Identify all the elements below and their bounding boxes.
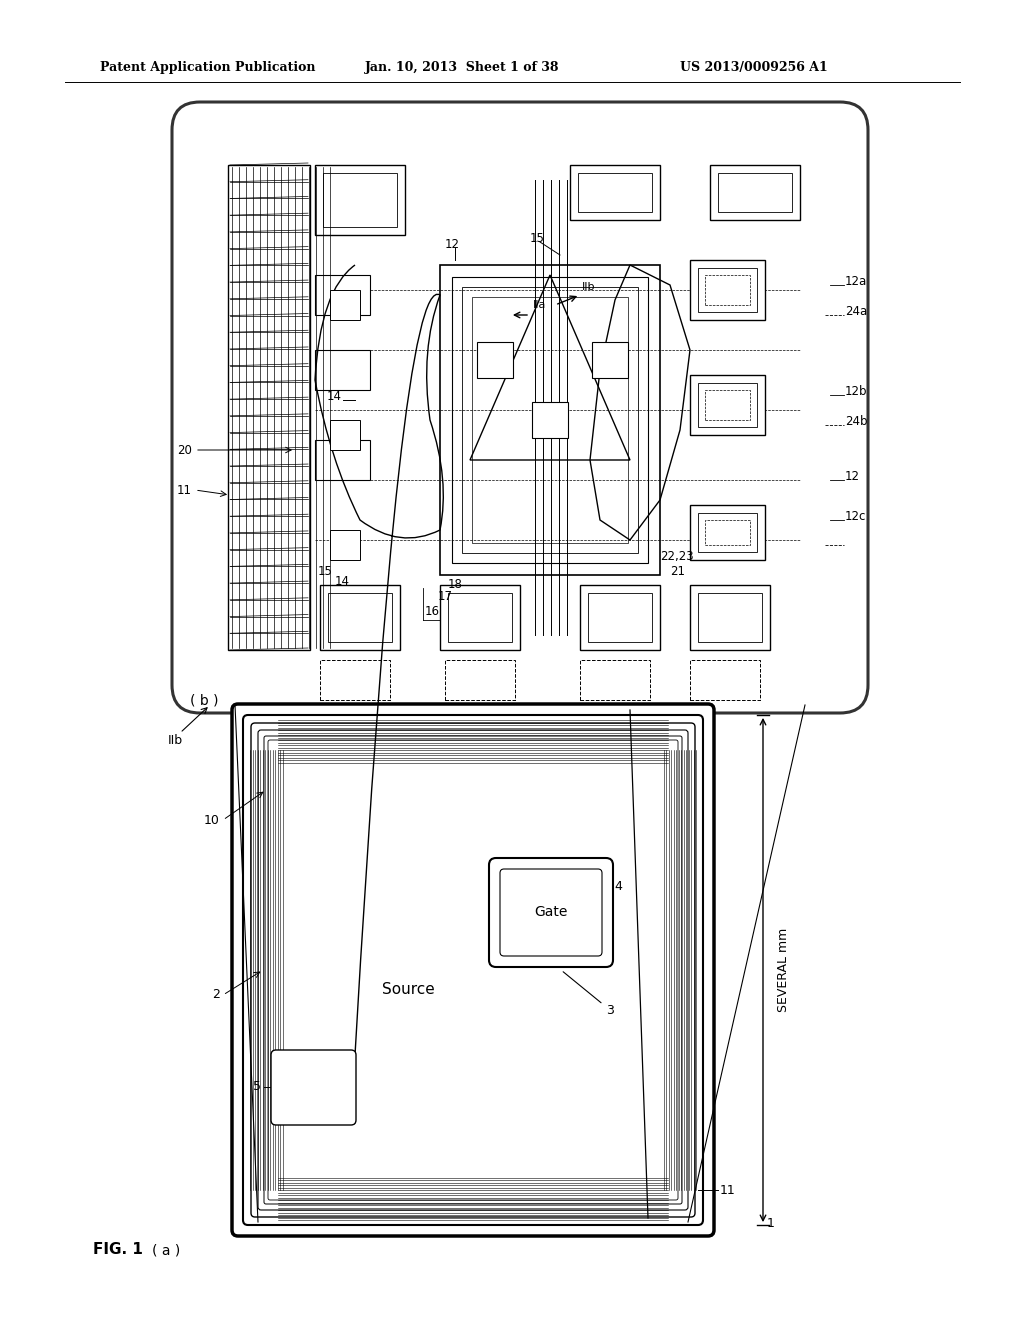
Text: IIb: IIb — [582, 282, 596, 292]
Text: 12b: 12b — [845, 385, 867, 399]
Text: IIb: IIb — [168, 734, 182, 747]
Text: 11: 11 — [177, 483, 193, 496]
Bar — [440, 585, 520, 649]
Text: 12: 12 — [445, 238, 460, 251]
Bar — [330, 290, 360, 319]
Text: IIa: IIa — [534, 300, 547, 310]
Bar — [319, 585, 400, 649]
Text: US 2013/0009256 A1: US 2013/0009256 A1 — [680, 62, 827, 74]
Bar — [705, 275, 750, 305]
Text: Patent Application Publication: Patent Application Publication — [100, 62, 315, 74]
Bar — [532, 403, 568, 438]
Bar — [690, 585, 770, 649]
Bar — [328, 593, 392, 642]
FancyBboxPatch shape — [500, 869, 602, 956]
Bar — [315, 440, 370, 480]
Bar — [705, 389, 750, 420]
Text: 16: 16 — [425, 605, 440, 618]
Bar — [477, 342, 513, 378]
Text: ( a ): ( a ) — [152, 1243, 180, 1257]
Text: 12c: 12c — [845, 510, 866, 523]
Bar — [690, 260, 765, 319]
Bar — [698, 593, 762, 642]
Text: Jan. 10, 2013  Sheet 1 of 38: Jan. 10, 2013 Sheet 1 of 38 — [365, 62, 559, 74]
Text: 1: 1 — [767, 1217, 775, 1230]
Bar — [578, 173, 652, 213]
Text: 20: 20 — [177, 444, 193, 457]
Bar — [588, 593, 652, 642]
Bar — [690, 375, 765, 436]
Text: 3: 3 — [563, 972, 613, 1016]
Text: 24b: 24b — [845, 414, 867, 428]
Text: Source: Source — [382, 982, 434, 998]
Text: 2: 2 — [212, 989, 220, 1002]
Text: 10: 10 — [204, 813, 220, 826]
Bar — [449, 593, 512, 642]
Bar — [315, 165, 406, 235]
Bar — [698, 513, 757, 552]
Text: SEVERAL mm: SEVERAL mm — [777, 928, 790, 1012]
Text: 17: 17 — [438, 590, 453, 603]
Bar — [580, 585, 660, 649]
Bar — [330, 420, 360, 450]
Bar — [462, 286, 638, 553]
Text: 5: 5 — [253, 1081, 261, 1093]
Bar — [710, 165, 800, 220]
FancyBboxPatch shape — [489, 858, 613, 968]
Bar — [472, 297, 628, 543]
FancyBboxPatch shape — [172, 102, 868, 713]
Bar — [718, 173, 792, 213]
Text: 12: 12 — [845, 470, 860, 483]
Text: 24a: 24a — [845, 305, 867, 318]
Text: 11: 11 — [720, 1184, 736, 1196]
Bar — [445, 660, 515, 700]
Bar — [228, 165, 310, 649]
Text: 18: 18 — [449, 578, 463, 591]
Bar — [690, 506, 765, 560]
Text: 4: 4 — [614, 880, 622, 894]
Bar — [592, 342, 628, 378]
Text: 15: 15 — [318, 565, 333, 578]
Text: ( b ): ( b ) — [190, 693, 218, 708]
Bar — [315, 275, 370, 315]
Bar — [319, 660, 390, 700]
FancyBboxPatch shape — [232, 704, 714, 1236]
Text: 21: 21 — [670, 565, 685, 578]
Text: 15: 15 — [530, 232, 545, 246]
Bar — [323, 173, 397, 227]
Bar — [330, 531, 360, 560]
Bar — [452, 277, 648, 564]
Bar — [570, 165, 660, 220]
Bar — [315, 350, 370, 389]
Bar — [690, 660, 760, 700]
FancyBboxPatch shape — [271, 1049, 356, 1125]
Bar — [698, 383, 757, 426]
Text: 22,23: 22,23 — [660, 550, 693, 564]
Bar — [580, 660, 650, 700]
Text: 12a: 12a — [845, 275, 867, 288]
Bar — [705, 520, 750, 545]
Bar — [440, 265, 660, 576]
Text: 12: 12 — [330, 440, 345, 453]
Text: 14: 14 — [335, 576, 350, 587]
Text: Gate: Gate — [535, 906, 567, 919]
Text: 14: 14 — [327, 389, 342, 403]
Text: FIG. 1: FIG. 1 — [93, 1242, 143, 1258]
Bar — [698, 268, 757, 312]
